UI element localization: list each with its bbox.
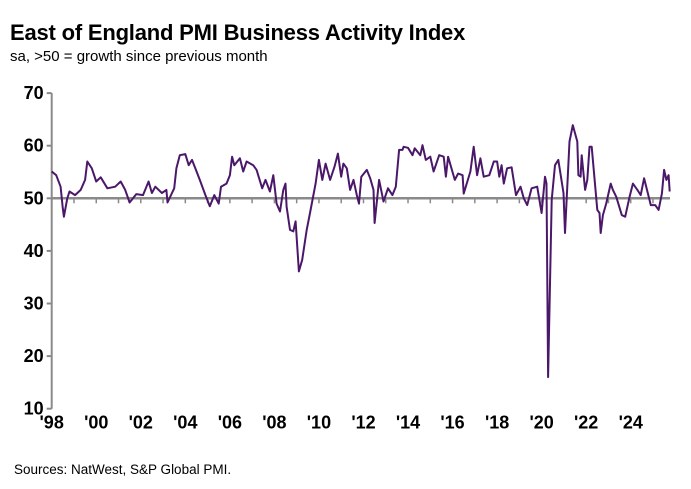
- x-tick-label: '12: [351, 413, 375, 433]
- x-tick-label: '22: [574, 413, 598, 433]
- chart-title: East of England PMI Business Activity In…: [10, 20, 466, 45]
- y-tick-label: 70: [24, 83, 44, 103]
- x-tick-label: '14: [396, 413, 420, 433]
- x-tick-label: '16: [440, 413, 464, 433]
- x-tick-label: '02: [129, 413, 153, 433]
- x-tick-label: '04: [173, 413, 197, 433]
- x-tick-label: '98: [40, 413, 64, 433]
- x-tick-label: '24: [619, 413, 643, 433]
- y-tick-label: 30: [24, 294, 44, 314]
- x-tick-label: '00: [84, 413, 108, 433]
- x-tick-label: '20: [529, 413, 553, 433]
- x-tick-label: '06: [218, 413, 242, 433]
- pmi-series-line: [51, 124, 671, 379]
- x-tick-label: '10: [307, 413, 331, 433]
- source-note: Sources: NatWest, S&P Global PMI.: [14, 462, 232, 477]
- chart-subtitle: sa, >50 = growth since previous month: [10, 48, 268, 65]
- y-tick-label: 10: [24, 399, 44, 419]
- x-tick-label: '08: [262, 413, 286, 433]
- y-tick-label: 20: [24, 346, 44, 366]
- y-tick-label: 40: [24, 241, 44, 261]
- y-tick-label: 50: [24, 188, 44, 208]
- y-tick-label: 60: [24, 136, 44, 156]
- x-tick-label: '18: [485, 413, 509, 433]
